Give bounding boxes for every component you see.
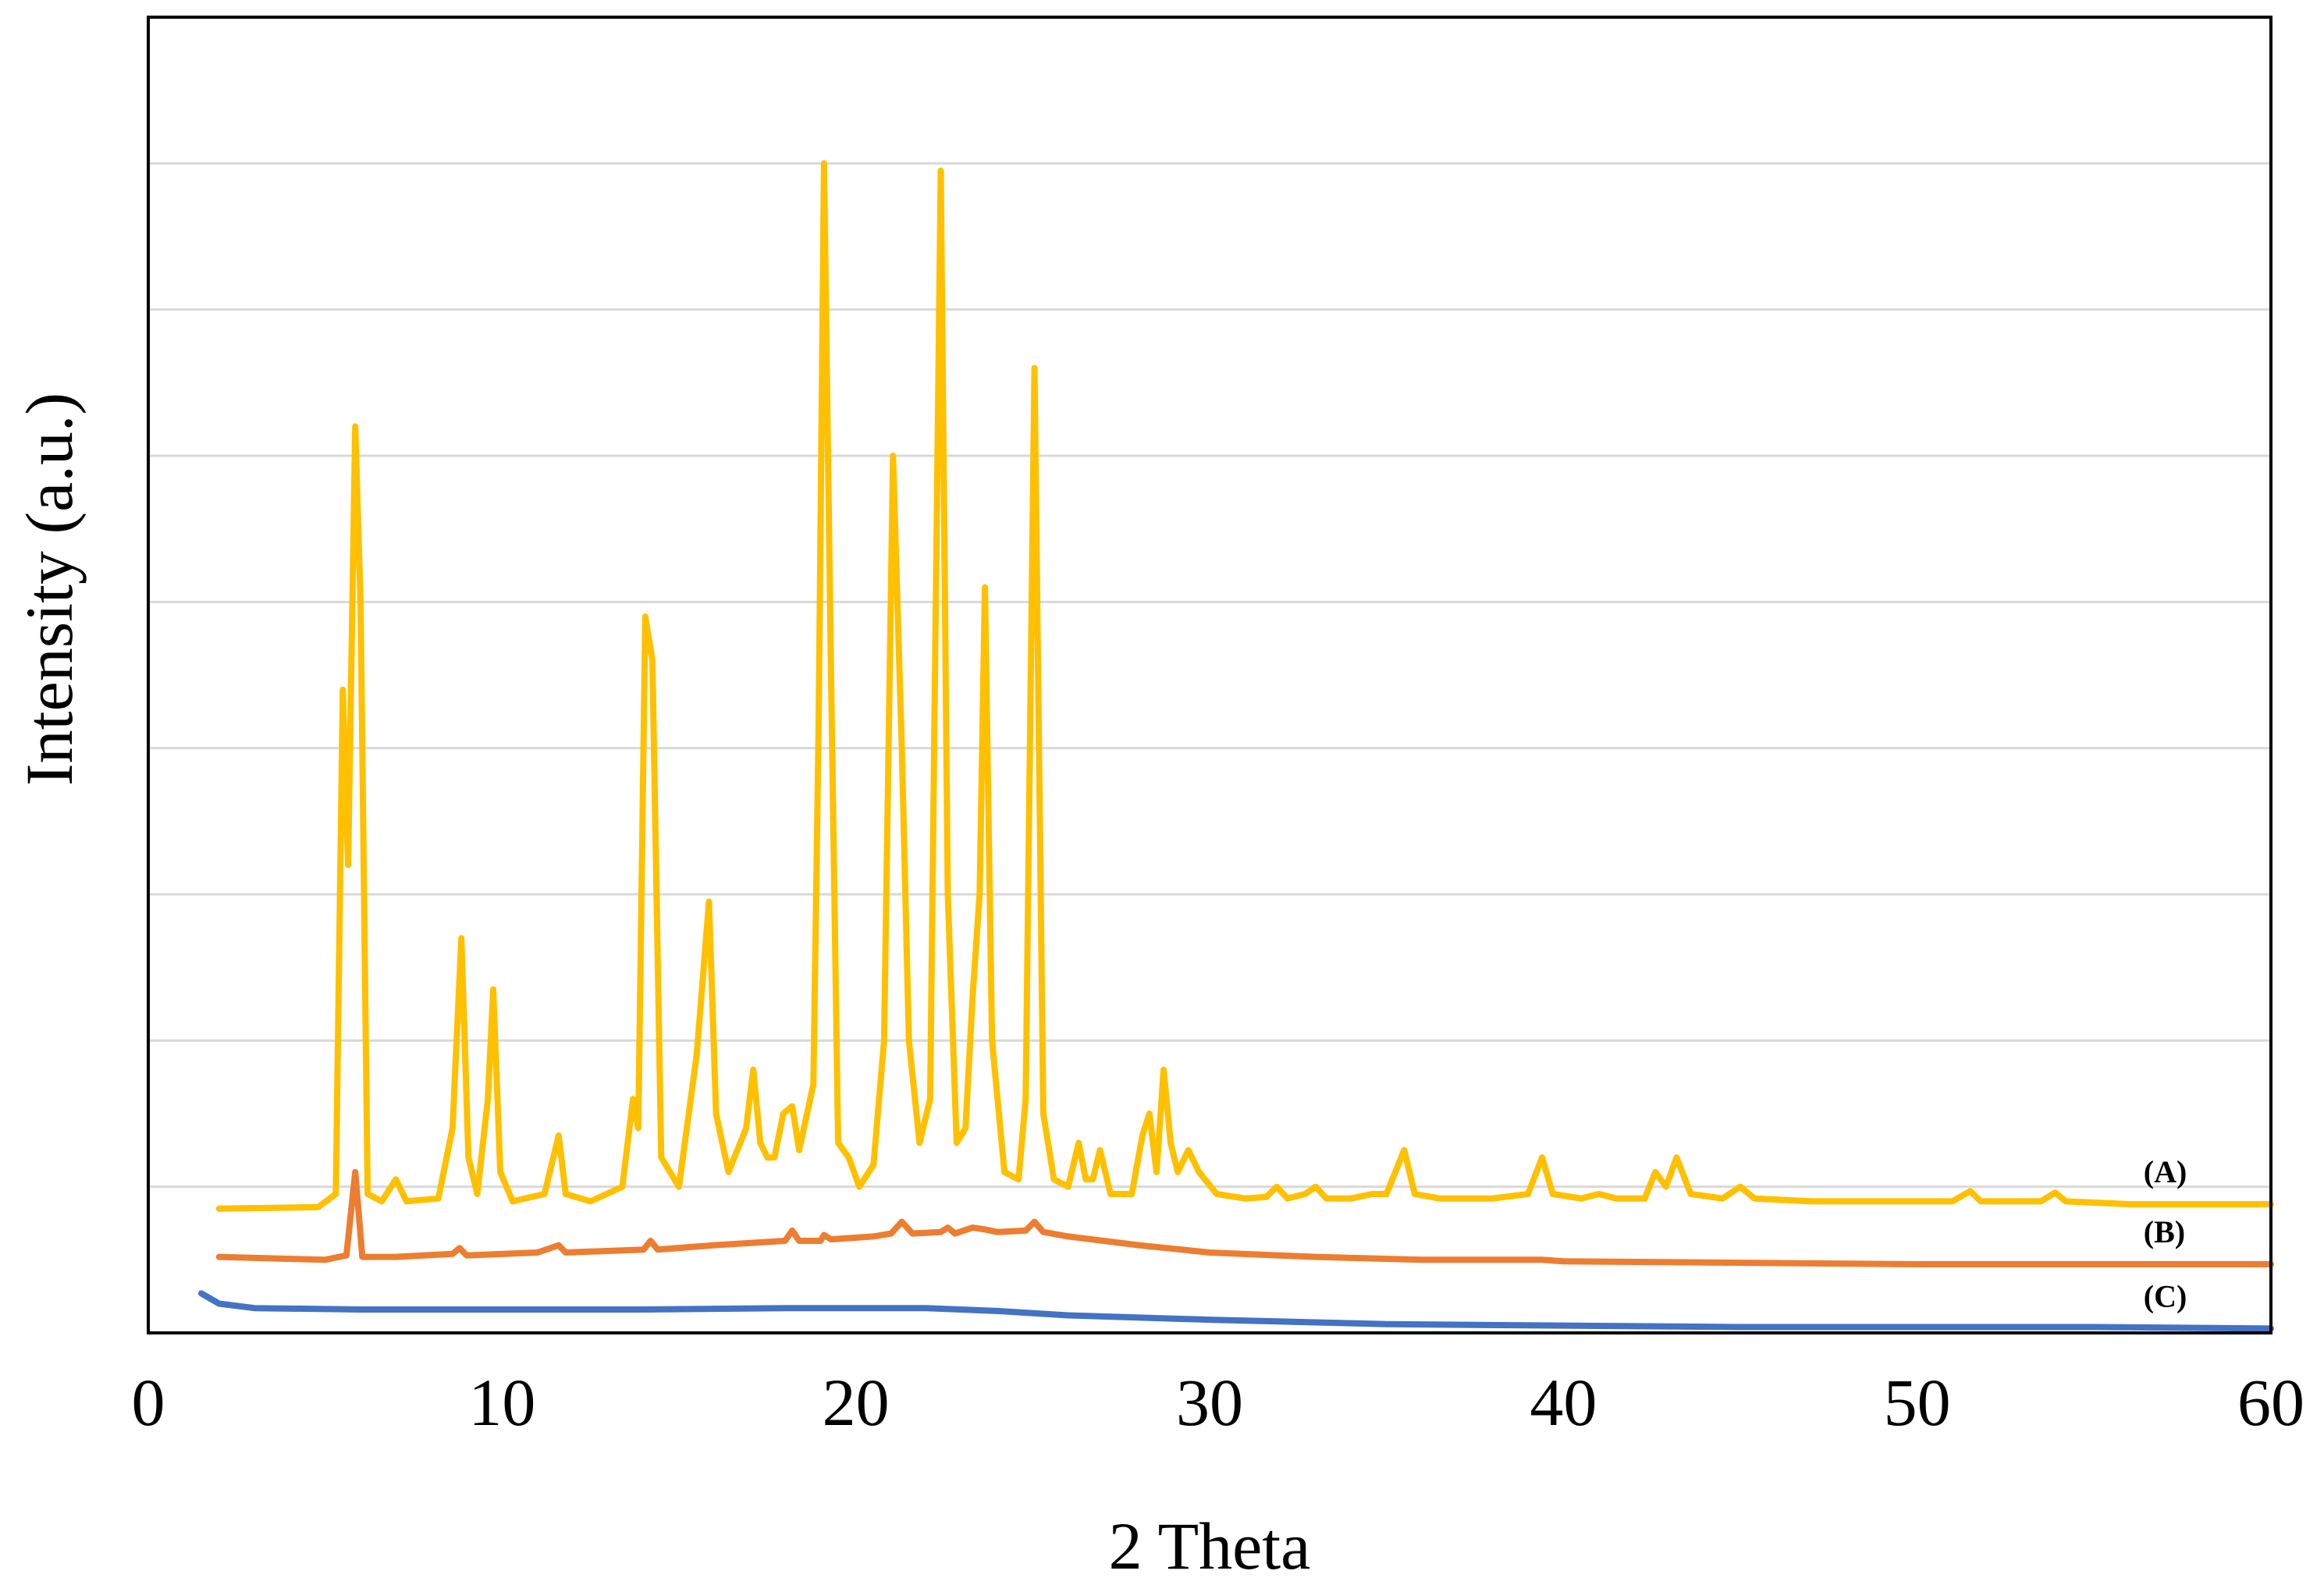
x-tick-label: 50 <box>1884 1365 1951 1440</box>
plot-area-frame <box>147 16 2272 1334</box>
series-line-2 <box>215 1168 2274 1267</box>
series-line-1 <box>215 160 2274 1212</box>
x-tick-label: 0 <box>132 1365 165 1440</box>
x-tick-label: 60 <box>2237 1365 2304 1440</box>
series-label-1: (A) <box>2144 1154 2187 1189</box>
x-axis-title: 2 Theta <box>1109 1508 1311 1583</box>
series-label-3: (C) <box>2144 1278 2187 1313</box>
y-axis-title: Intensity (a.u.) <box>12 393 87 786</box>
series-label-2: (B) <box>2144 1214 2185 1249</box>
x-tick-label: 40 <box>1530 1365 1597 1440</box>
x-tick-label: 10 <box>468 1365 535 1440</box>
series-line-3 <box>198 1290 2274 1332</box>
gridlines <box>148 162 2271 1189</box>
x-tick-label: 30 <box>1176 1365 1243 1440</box>
series-labels: (A) (B) (C) <box>2144 1154 2187 1313</box>
series-lines <box>198 160 2274 1332</box>
x-tick-labels: 0 10 20 30 40 50 60 <box>132 1365 2305 1440</box>
x-tick-label: 20 <box>823 1365 890 1440</box>
